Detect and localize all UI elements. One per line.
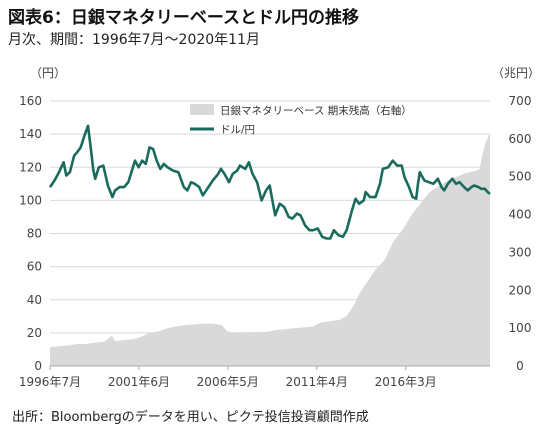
legend-area-swatch <box>190 104 214 115</box>
x-tick-label: 2016年3月 <box>375 375 437 389</box>
x-tick-label: 2006年5月 <box>197 375 259 389</box>
source-note: 出所：Bloombergのデータを用い、ピクテ投信投資顧問作成 <box>12 410 369 425</box>
left-tick-label: 80 <box>27 227 42 241</box>
monetary-base-area <box>50 133 490 366</box>
right-tick-label: 600 <box>509 132 532 146</box>
legend: 日銀マネタリーベース 期末残高（右軸） ドル/円 <box>190 104 412 136</box>
left-tick-label: 120 <box>19 160 42 174</box>
legend-line-label: ドル/円 <box>220 124 255 136</box>
x-axis-ticks: 1996年7月 2001年6月 2006年5月 2011年4月 2016年3月 <box>19 366 437 389</box>
left-axis-ticks: 0 20 40 60 80 100 120 140 160 <box>19 94 42 373</box>
right-axis-ticks: 0 100 200 300 400 500 600 700 <box>509 94 532 373</box>
left-tick-label: 140 <box>19 127 42 141</box>
usd-jpy-line <box>48 124 491 240</box>
x-tick-label: 2001年6月 <box>108 375 170 389</box>
right-tick-label: 300 <box>509 245 532 259</box>
left-tick-label: 160 <box>19 94 42 108</box>
left-tick-label: 60 <box>27 260 42 274</box>
left-tick-label: 100 <box>19 193 42 207</box>
right-tick-label: 0 <box>516 359 524 373</box>
right-tick-label: 100 <box>509 321 532 335</box>
chart-title: 図表6：日銀マネタリーベースとドル円の推移 <box>8 8 359 28</box>
right-tick-label: 400 <box>509 208 532 222</box>
right-tick-label: 500 <box>509 170 532 184</box>
left-tick-label: 0 <box>34 359 42 373</box>
left-axis-unit: （円） <box>30 66 66 80</box>
chart-subtitle: 月次、期間：1996年7月～2020年11月 <box>8 32 260 48</box>
left-tick-label: 20 <box>27 326 42 340</box>
x-tick-label: 1996年7月 <box>19 375 81 389</box>
legend-area-label: 日銀マネタリーベース 期末残高（右軸） <box>220 104 412 117</box>
right-tick-label: 200 <box>509 283 532 297</box>
left-tick-label: 40 <box>27 293 42 307</box>
right-axis-unit: （兆円） <box>492 66 540 80</box>
x-tick-label: 2011年4月 <box>286 375 348 389</box>
right-tick-label: 700 <box>509 94 532 108</box>
chart-plot: 0 20 40 60 80 100 120 140 160 0 100 200 300 400 500 60… <box>19 66 540 389</box>
